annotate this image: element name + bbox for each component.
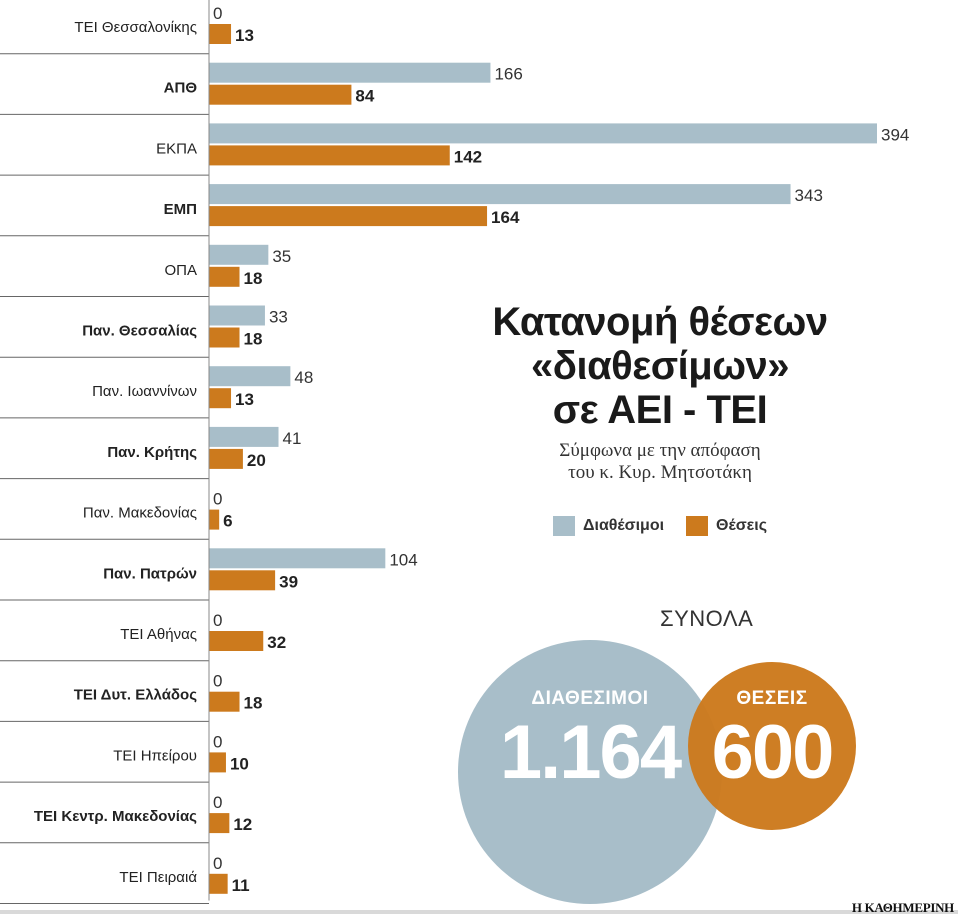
data-label-positions: 13 [235,26,254,45]
data-label-positions: 6 [223,512,232,531]
category-label: ΤΕΙ Δυτ. Ελλάδος [74,687,197,704]
data-label-positions: 20 [247,451,266,470]
bar-available [209,244,269,265]
total-available-value: 1.164 [499,710,682,795]
bar-positions [209,145,450,166]
category-label: Παν. Πατρών [103,565,197,582]
bar-available [209,123,877,144]
bar-available [209,184,791,205]
data-label-positions: 84 [355,87,374,106]
bar-available [209,426,279,447]
total-positions-circle [688,662,856,830]
legend-swatch-positions [686,516,709,536]
legend-label-positions: Θέσεις [716,517,768,534]
category-label: ΤΕΙ Κεντρ. Μακεδονίας [34,808,197,825]
category-label: ΤΕΙ Ηπείρου [113,747,197,764]
data-label-available: 41 [283,429,302,448]
legend-item-available: Διαθέσιμοι [553,516,664,536]
data-label-positions: 18 [244,269,263,288]
data-label-available: 0 [213,672,222,691]
data-label-positions: 13 [235,390,254,409]
total-available-circle [458,640,722,904]
bar-positions [209,266,240,287]
data-label-available: 0 [213,732,222,751]
bar-positions [209,24,232,44]
bar-positions [209,509,220,530]
category-label: ΟΠΑ [164,262,197,279]
legend-label-available: Διαθέσιμοι [583,517,665,534]
total-positions-value: 600 [711,710,835,795]
legend: Διαθέσιμοι Θέσεις [553,516,789,536]
bar-positions [209,752,226,773]
bar-positions [209,388,232,409]
bar-positions [209,206,488,227]
bar-available [209,305,265,326]
data-label-available: 0 [213,854,222,873]
data-label-available: 343 [795,186,823,205]
total-positions-label: ΘΕΣΕΙΣ [736,688,808,709]
publisher-credit: Η ΚΑΘΗΜΕΡΙΝΗ [851,900,954,915]
data-label-positions: 12 [233,815,252,834]
data-label-positions: 18 [244,330,263,349]
data-label-available: 35 [272,247,291,266]
bottom-rule [0,910,958,914]
category-label: ΑΠΘ [164,80,198,97]
data-label-positions: 18 [244,694,263,713]
data-label-available: 0 [213,4,222,23]
bar-positions [209,873,228,894]
bar-available [209,366,291,387]
bar-available [209,548,386,569]
data-label-available: 0 [213,793,222,812]
category-label: ΕΚΠΑ [156,140,197,157]
chart-title: Κατανομή θέσεων «διαθεσίμων» σε ΑΕΙ - ΤΕ… [492,300,828,432]
data-label-positions: 142 [454,147,482,166]
category-label: ΤΕΙ Θεσσαλονίκης [74,19,197,36]
bar-positions [209,813,230,834]
data-label-available: 33 [269,308,288,327]
bar-positions [209,631,264,651]
bar-positions [209,327,240,348]
data-label-positions: 39 [279,572,298,591]
chart-title-block: Κατανομή θέσεων «διαθεσίμων» σε ΑΕΙ - ΤΕ… [460,300,860,484]
category-label: ΤΕΙ Αθήνας [120,626,197,643]
bar-positions [209,84,352,105]
category-label: ΤΕΙ Πειραιά [119,869,197,886]
data-label-available: 394 [881,125,909,144]
category-label: Παν. Μακεδονίας [83,505,197,522]
total-available-label: ΔΙΑΘΕΣΙΜΟΙ [531,688,649,709]
data-label-positions: 164 [491,208,520,227]
category-label: Παν. Κρήτης [107,444,197,461]
data-label-available: 0 [213,611,222,630]
category-label: ΕΜΠ [164,201,197,218]
data-label-positions: 32 [267,633,286,652]
bar-positions [209,691,240,712]
data-label-available: 0 [213,490,222,509]
legend-item-positions: Θέσεις [686,516,767,536]
chart-subtitle: Σύμφωνα με την απόφαση του κ. Κυρ. Μητσο… [559,440,761,483]
category-label: Παν. Ιωαννίνων [92,383,197,400]
data-label-positions: 10 [230,754,249,773]
totals-label: ΣΥΝΟΛΑ [660,606,754,631]
bar-positions [209,448,243,469]
legend-swatch-available [553,516,575,536]
data-label-available: 104 [389,550,417,569]
category-label: Παν. Θεσσαλίας [82,323,197,340]
bar-available [209,62,491,83]
data-label-positions: 11 [232,876,250,895]
bar-positions [209,570,276,591]
data-label-available: 48 [294,368,313,387]
data-label-available: 166 [494,65,522,84]
